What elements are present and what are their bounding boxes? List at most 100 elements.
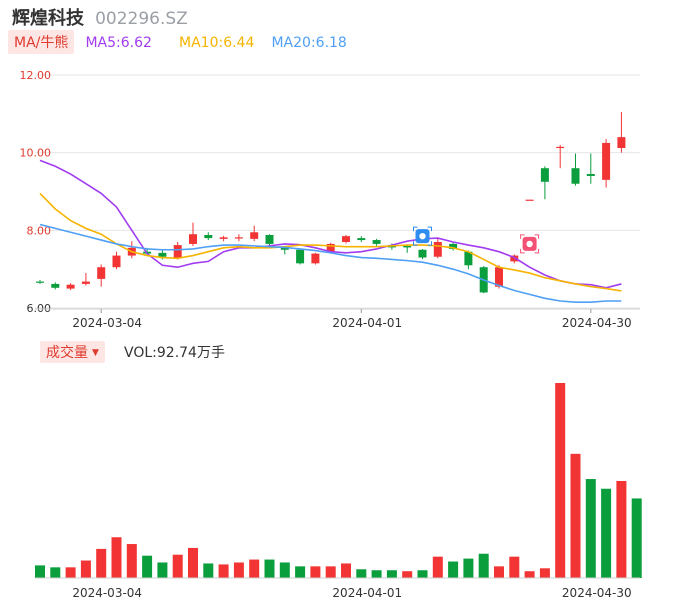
price-tick-label: 12.00	[20, 69, 52, 82]
price-x-tick-label: 2024-04-01	[332, 316, 402, 330]
volume-bar	[432, 556, 443, 578]
candle-body	[158, 252, 167, 257]
volume-bar	[249, 559, 260, 578]
ma10-label: MA10:6.44	[179, 35, 255, 51]
volume-bar	[463, 558, 474, 578]
volume-bar	[126, 544, 137, 578]
candle-body	[311, 253, 320, 264]
ma-indicator-selector[interactable]: MA/牛熊	[8, 30, 75, 54]
volume-bar	[555, 383, 566, 578]
candle-body	[510, 255, 519, 262]
candle-body	[173, 245, 182, 258]
volume-bar	[386, 570, 397, 578]
ma20-label: MA20:6.18	[271, 35, 347, 51]
candles-group	[36, 111, 626, 294]
volume-bar	[539, 568, 550, 578]
volume-bar	[35, 565, 45, 578]
volume-x-tick-label: 2024-04-30	[562, 586, 632, 600]
volume-bar	[601, 488, 612, 578]
candle-body	[112, 255, 121, 268]
volume-bar	[203, 563, 214, 578]
candle-body	[189, 234, 197, 244]
candle-body	[540, 168, 549, 182]
candle-body	[97, 267, 106, 279]
candle-body	[51, 283, 60, 288]
volume-bar	[233, 562, 244, 578]
candle-body	[617, 137, 626, 149]
candle-body	[449, 243, 458, 249]
candle-body	[464, 251, 473, 266]
volume-selector-label: 成交量	[46, 345, 88, 361]
volume-bar	[585, 479, 596, 578]
volume-bar	[218, 564, 229, 578]
volume-bar	[295, 566, 306, 578]
lightning-marker-icon-glyph	[419, 232, 426, 240]
price-x-tick-label: 2024-04-30	[562, 316, 632, 330]
bull-marker-icon-glyph	[526, 240, 533, 248]
price-x-tick-label: 2024-03-04	[72, 316, 142, 330]
candle-body	[36, 281, 44, 283]
lightning-marker-icon-frame	[413, 226, 432, 246]
candle-body	[586, 174, 595, 176]
ma-legend: MA/牛熊 MA5:6.62 MA10:6.44 MA20:6.18	[8, 30, 347, 54]
volume-x-tick-label: 2024-04-01	[332, 586, 402, 600]
volume-bar	[417, 570, 428, 578]
candle-body	[280, 247, 289, 250]
volume-bars-group	[35, 383, 642, 578]
price-tick-label: 8.00	[27, 224, 52, 237]
volume-indicator-selector[interactable]: 成交量 ▼	[40, 341, 105, 363]
volume-bar	[157, 562, 168, 578]
candle-body	[403, 245, 412, 248]
price-tick-label: 10.00	[20, 147, 52, 160]
volume-value: VOL:92.74万手	[124, 345, 225, 361]
candle-body	[571, 168, 580, 184]
candle-body	[372, 240, 381, 244]
candle-body	[66, 284, 75, 289]
candle-body	[556, 146, 565, 149]
bull-marker-icon	[520, 234, 540, 254]
candle-body	[326, 243, 335, 252]
candle-body	[418, 249, 427, 258]
dropdown-caret-icon: ▼	[92, 348, 99, 358]
volume-bar	[325, 566, 336, 578]
bull-marker-icon-frame	[520, 234, 540, 254]
ma5-label: MA5:6.62	[85, 35, 152, 51]
ma10-line	[39, 192, 622, 292]
stock-code: 002296.SZ	[95, 9, 188, 29]
candle-body	[219, 237, 228, 239]
volume-bar	[402, 571, 413, 578]
volume-x-tick-label: 2024-03-04	[72, 586, 142, 600]
volume-bar	[478, 553, 489, 578]
volume-bar	[279, 562, 290, 578]
volume-bar	[341, 563, 351, 578]
candle-body	[234, 237, 243, 239]
candle-body	[602, 142, 611, 180]
volume-bar	[65, 567, 76, 578]
lightning-marker-icon	[413, 226, 432, 246]
volume-bar	[494, 566, 504, 578]
stock-name: 辉煌科技	[12, 8, 84, 29]
candle-body	[357, 238, 366, 241]
ma20-line	[39, 223, 622, 303]
volume-legend: 成交量 ▼ VOL:92.74万手	[40, 341, 225, 363]
candle-body	[525, 199, 534, 201]
volume-bar	[310, 566, 321, 578]
candle-body	[265, 234, 274, 244]
volume-bar	[570, 453, 581, 578]
stock-header: 辉煌科技 002296.SZ	[12, 4, 188, 29]
volume-bar	[631, 498, 642, 578]
candle-body	[81, 281, 90, 284]
candle-body	[342, 236, 350, 242]
candle-body	[433, 241, 442, 257]
candle-body	[495, 267, 503, 287]
volume-bar	[111, 537, 122, 578]
volume-bar	[509, 556, 520, 578]
volume-bar	[188, 547, 198, 578]
volume-bar	[616, 480, 627, 578]
candle-body	[204, 234, 213, 239]
volume-bar	[524, 571, 535, 578]
volume-bar	[80, 560, 91, 578]
volume-bar	[356, 569, 367, 578]
volume-bar	[172, 554, 183, 578]
